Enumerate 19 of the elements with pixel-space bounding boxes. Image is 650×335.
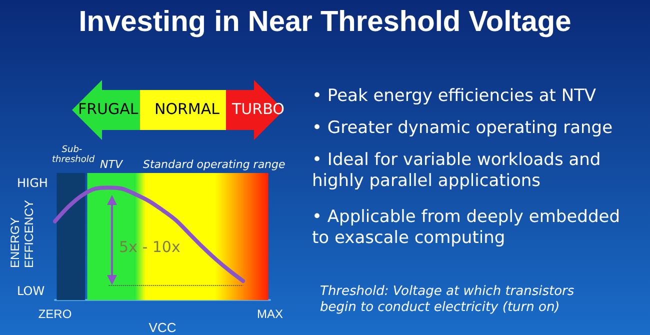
- text: FRUGAL: [78, 100, 138, 119]
- text: • Ideal for variable workloads and highly parallel applications: [312, 150, 602, 192]
- x-axis-title: VCC: [148, 320, 176, 335]
- text: • Applicable from deeply embedded to exascale computing: [312, 207, 621, 250]
- text: NORMAL: [153, 100, 220, 119]
- text: Standard operating range: [143, 158, 286, 172]
- text: TURBO: [232, 100, 284, 119]
- text: HIGH: [17, 176, 48, 191]
- annotation: 5x - 10x: [119, 238, 180, 257]
- chart-title: Investing in Near Threshold Voltage: [78, 6, 572, 39]
- text: LOW: [17, 284, 45, 299]
- text: NTV: [100, 158, 122, 172]
- text: Threshold: Voltage at which transistors begin to conduct electricity (turn on): [320, 284, 576, 316]
- text: • Peak energy efficiencies at NTV: [312, 86, 598, 108]
- text: Sub-threshold: [52, 145, 95, 166]
- y-axis-title: ENERGY EFFICENCY: [8, 200, 36, 268]
- x-tick-label: MAX: [256, 307, 284, 322]
- x-tick-label: ZERO: [38, 307, 72, 322]
- text: • Greater dynamic operating range: [312, 118, 614, 140]
